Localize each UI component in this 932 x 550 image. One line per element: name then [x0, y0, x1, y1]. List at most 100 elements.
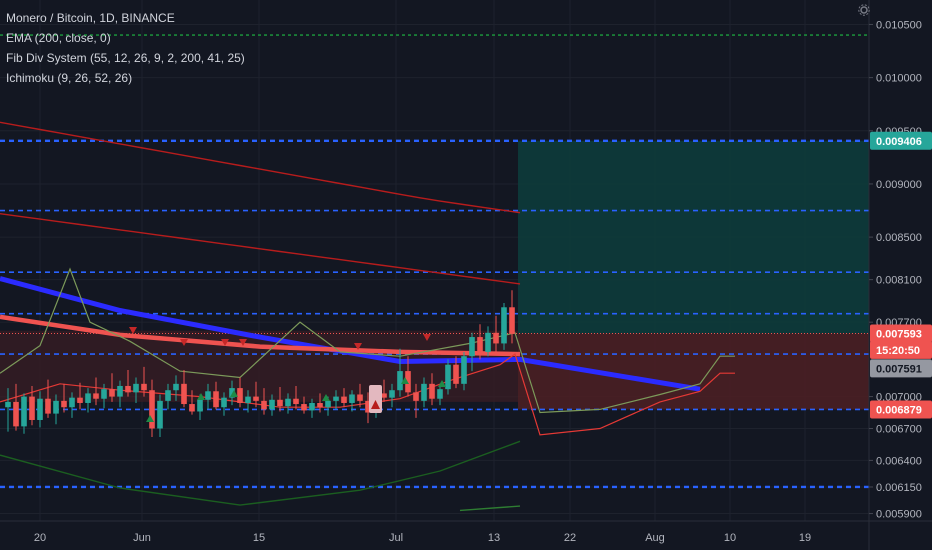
fib-upper-band — [0, 121, 521, 214]
candle-body — [317, 402, 323, 408]
time-tick-label: 22 — [564, 532, 576, 544]
candle-body — [21, 396, 27, 427]
candle-body — [341, 396, 347, 403]
lagging-span — [0, 440, 521, 506]
candle-body — [365, 400, 371, 413]
candle-body — [445, 364, 451, 390]
sell-signal-marker — [423, 334, 431, 341]
price-tag-label: 15:20:50 — [876, 345, 920, 357]
time-tick-label: 10 — [724, 532, 736, 544]
candle-body — [301, 404, 307, 411]
candle-body — [277, 399, 283, 407]
candle-body — [237, 388, 243, 403]
candle-body — [309, 402, 315, 411]
sell-signal-marker — [180, 339, 188, 346]
buy-signal-marker — [146, 415, 154, 422]
price-tag-label: 0.006879 — [876, 404, 922, 416]
candle-body — [485, 332, 491, 352]
candle-body — [37, 398, 43, 420]
price-tick-label: 0.010500 — [876, 19, 922, 31]
candle-body — [477, 337, 483, 352]
candle-body — [253, 396, 259, 401]
price-tag — [870, 131, 932, 150]
buy-signal-marker — [322, 394, 330, 401]
candle-body — [261, 400, 267, 410]
time-tick-label: 20 — [34, 532, 46, 544]
candle-body — [453, 364, 459, 384]
candle-body — [45, 398, 51, 414]
price-tick-label: 0.006700 — [876, 423, 922, 435]
indicator-fib-label[interactable]: Fib Div System (55, 12, 26, 9, 2, 200, 4… — [6, 51, 245, 65]
price-tag — [870, 324, 932, 343]
candle-body — [429, 383, 435, 399]
gear-icon[interactable] — [858, 4, 870, 16]
candle-body — [213, 391, 219, 408]
price-tag — [870, 359, 932, 378]
candles — [5, 290, 515, 438]
ichimoku-base-line — [0, 353, 735, 436]
fib-red-trend-line — [0, 314, 521, 357]
lagging-span-tail — [459, 505, 521, 512]
candle-body — [461, 356, 467, 384]
buy-signal-marker — [230, 390, 238, 397]
candle-body — [157, 400, 163, 429]
candle-body — [389, 390, 395, 398]
candle-body — [293, 398, 299, 405]
candle-body — [349, 394, 355, 403]
candle-body — [5, 401, 11, 408]
candle-body — [413, 392, 419, 401]
price-tick-label: 0.008500 — [876, 232, 922, 244]
position-zones — [0, 140, 869, 410]
time-tick-label: 13 — [488, 532, 500, 544]
candle-body — [149, 390, 155, 429]
candle-body — [125, 385, 131, 393]
candle-body — [397, 371, 403, 391]
indicator-lines — [0, 121, 735, 512]
chart-title[interactable]: Monero / Bitcoin, 1D, BINANCE — [6, 11, 175, 25]
price-tag — [870, 400, 932, 419]
time-tick-label: Aug — [645, 532, 665, 544]
candle-body — [405, 371, 411, 393]
price-tick-label: 0.009000 — [876, 179, 922, 191]
candle-body — [109, 389, 115, 397]
sell-signal-marker — [239, 339, 247, 346]
candle-body — [61, 400, 67, 408]
fib-middle-band — [0, 213, 521, 285]
candle-body — [85, 393, 91, 403]
candle-body — [29, 396, 35, 420]
candle-body — [101, 389, 107, 399]
stop-zone — [518, 333, 869, 410]
candle-body — [221, 397, 227, 408]
time-tick-label: 19 — [799, 532, 811, 544]
price-tick-label: 0.008100 — [876, 275, 922, 287]
sell-signal-marker — [129, 327, 137, 334]
buy-signal-marker — [438, 380, 446, 387]
candle-body — [357, 394, 363, 401]
candle-body — [205, 391, 211, 400]
signal-markers — [129, 327, 446, 422]
candle-body — [229, 388, 235, 398]
indicator-ichimoku-label[interactable]: Ichimoku (9, 26, 52, 26) — [6, 71, 133, 85]
candle-body — [245, 396, 251, 403]
candle-body — [469, 337, 475, 357]
candle-body — [437, 389, 443, 399]
time-tick-label: Jul — [389, 532, 403, 544]
price-tick-label: 0.005900 — [876, 509, 922, 521]
price-tag — [870, 340, 932, 359]
candle-body — [181, 383, 187, 405]
candle-body — [325, 400, 331, 408]
price-axis[interactable]: 0.0105000.0100000.0095000.0090000.008500… — [869, 19, 922, 521]
horizontal-levels — [0, 34, 869, 489]
time-axis[interactable]: 20 Jun 15 Jul 13 22 Aug 10 19 — [34, 532, 811, 544]
candle-body — [421, 383, 427, 401]
time-tick-label: Jun — [133, 532, 151, 544]
candle-body — [93, 393, 99, 399]
candle-body — [285, 398, 291, 407]
indicator-ema-label[interactable]: EMA (200, close, 0) — [6, 31, 111, 45]
signal-label-icon — [371, 400, 380, 409]
candle-body — [197, 399, 203, 412]
candle-body — [69, 397, 75, 408]
candle-body — [493, 332, 499, 344]
candle-body — [381, 393, 387, 398]
